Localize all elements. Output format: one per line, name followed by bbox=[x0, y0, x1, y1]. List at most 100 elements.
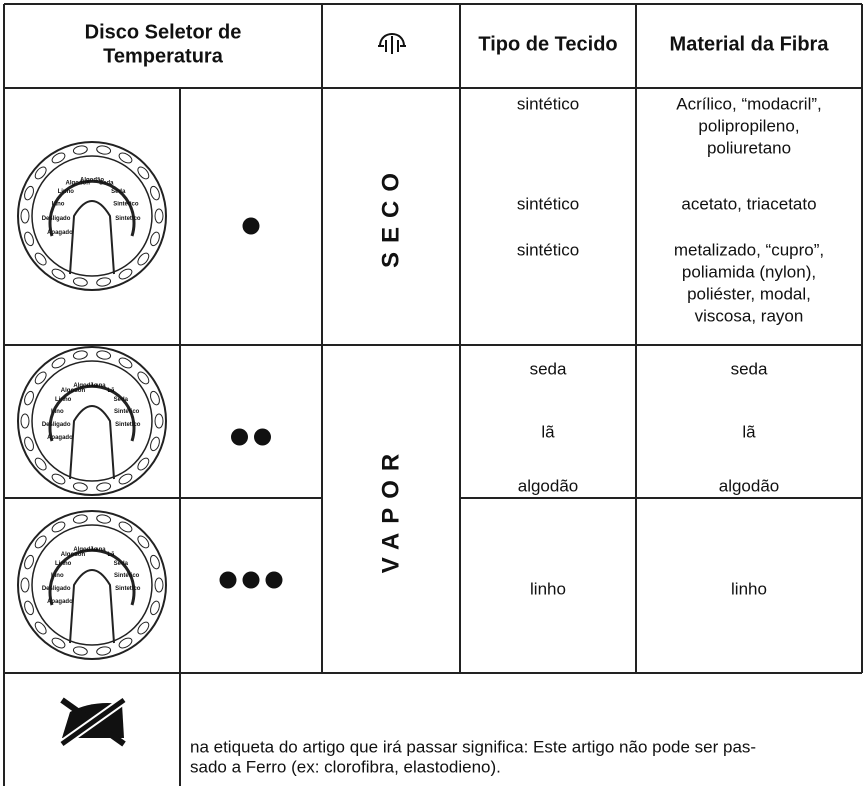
dial-label: Desligado bbox=[42, 422, 71, 428]
dial-rim bbox=[31, 524, 153, 646]
mode-label: VAPOR bbox=[377, 445, 404, 574]
dial-notch bbox=[118, 521, 133, 533]
dial-notch bbox=[118, 473, 133, 485]
table-rules bbox=[3, 3, 863, 786]
dial-arc bbox=[48, 179, 136, 237]
dial-notch bbox=[24, 600, 34, 616]
fiber-material: acetato, triacetato bbox=[681, 194, 816, 213]
dial-notch bbox=[34, 252, 47, 266]
dial-notch bbox=[20, 413, 30, 429]
dial-notch bbox=[51, 521, 66, 533]
dial-label: Seda bbox=[99, 181, 114, 187]
fiber-material: polipropileno, bbox=[698, 116, 799, 135]
dial-notch bbox=[72, 646, 88, 656]
dial-notch bbox=[150, 185, 160, 201]
dial-rim bbox=[17, 141, 167, 291]
note-text: sado a Ferro (ex: clorofibra, elastodien… bbox=[190, 757, 501, 776]
dial-notch bbox=[72, 514, 88, 524]
dial-notch bbox=[150, 600, 160, 616]
dial-notch bbox=[34, 621, 47, 635]
steam-icon bbox=[378, 33, 406, 54]
dial-label: Sintetico bbox=[115, 586, 141, 592]
dial-label: Algodão bbox=[73, 547, 97, 553]
dial-label: Lã bbox=[108, 388, 116, 394]
dial-label: Algodon bbox=[61, 552, 86, 558]
dial-notch bbox=[72, 145, 88, 155]
dial-notch bbox=[51, 268, 66, 280]
dial-notch bbox=[150, 390, 160, 406]
dial-label: Apagado bbox=[47, 599, 73, 605]
dial-notch bbox=[118, 152, 133, 164]
temperature-dot bbox=[219, 571, 237, 589]
dial-notch bbox=[24, 554, 34, 570]
fabric-type: sintético bbox=[517, 94, 579, 113]
fiber-material: viscosa, rayon bbox=[695, 306, 804, 325]
dial-notch bbox=[137, 166, 150, 180]
dial-notch bbox=[51, 637, 66, 649]
dial-label: Algodon bbox=[66, 181, 91, 187]
no-iron-icon bbox=[59, 696, 127, 748]
temperature-dot bbox=[254, 428, 271, 446]
dial-label: Algodon bbox=[61, 388, 86, 394]
dial-notch bbox=[137, 621, 150, 635]
dial-label: Seda bbox=[111, 189, 126, 195]
dial-notch bbox=[150, 436, 160, 452]
dial-notch bbox=[154, 413, 164, 429]
temperature-dot bbox=[265, 571, 283, 589]
dial-notch bbox=[96, 646, 112, 656]
dial-notch bbox=[24, 436, 34, 452]
fabric-type: algodão bbox=[518, 476, 579, 495]
dial-label: Sintético bbox=[114, 573, 140, 579]
dial-notch bbox=[24, 231, 34, 247]
dial-label: Apagado bbox=[47, 230, 73, 236]
dial-notch bbox=[24, 390, 34, 406]
dial-label: Desligado bbox=[42, 216, 71, 222]
header-tipo: Tipo de Tecido bbox=[478, 33, 617, 55]
dial-rim bbox=[17, 346, 167, 496]
temperature-dot bbox=[242, 217, 260, 235]
dial-label: Seda bbox=[114, 561, 129, 567]
dial-label: Sintético bbox=[114, 409, 140, 415]
dial-notch bbox=[150, 231, 160, 247]
dial-label: Lino bbox=[51, 409, 64, 415]
dial-notch bbox=[72, 350, 88, 360]
dial-label: Linho bbox=[55, 397, 72, 403]
dial-label: Lana bbox=[92, 547, 107, 553]
fiber-material: poliuretano bbox=[707, 138, 791, 157]
dial-notch bbox=[137, 457, 150, 471]
dial-label: Algodão bbox=[73, 383, 97, 389]
fiber-material: poliamida (nylon), bbox=[682, 262, 816, 281]
dial-notch bbox=[34, 371, 47, 385]
dial-notch bbox=[72, 482, 88, 492]
fiber-material: linho bbox=[731, 579, 767, 598]
temperature-dot bbox=[242, 571, 260, 589]
dial-notch bbox=[34, 535, 47, 549]
dial-notch bbox=[96, 482, 112, 492]
dial-arc bbox=[48, 384, 136, 442]
dial-notch bbox=[154, 577, 164, 593]
fiber-material: lã bbox=[742, 422, 756, 441]
header-material: Material da Fibra bbox=[670, 33, 830, 55]
header-dial: Disco Seletor de bbox=[85, 21, 242, 43]
dial-label: Desligado bbox=[42, 586, 71, 592]
dial-notch bbox=[34, 457, 47, 471]
dial-notch bbox=[137, 252, 150, 266]
dial-handle bbox=[69, 405, 115, 480]
dial-notch bbox=[51, 473, 66, 485]
dial-label: Lã bbox=[108, 552, 116, 558]
dial-notch bbox=[51, 152, 66, 164]
dial-label: Linho bbox=[58, 189, 75, 195]
dial-notch bbox=[20, 208, 30, 224]
dial-label: Sintetico bbox=[115, 216, 141, 222]
temperature-dot bbox=[231, 428, 248, 446]
dial-notch bbox=[96, 350, 112, 360]
dial-label: Sintetico bbox=[115, 422, 141, 428]
dial-notch bbox=[20, 577, 30, 593]
dial-label: Lino bbox=[51, 573, 64, 579]
dial-notch bbox=[96, 145, 112, 155]
fiber-material: algodão bbox=[719, 476, 780, 495]
dial-handle bbox=[69, 200, 115, 275]
dial-notch bbox=[118, 357, 133, 369]
header-dial: Temperatura bbox=[103, 45, 224, 67]
dial-label: Algodão bbox=[80, 178, 104, 184]
